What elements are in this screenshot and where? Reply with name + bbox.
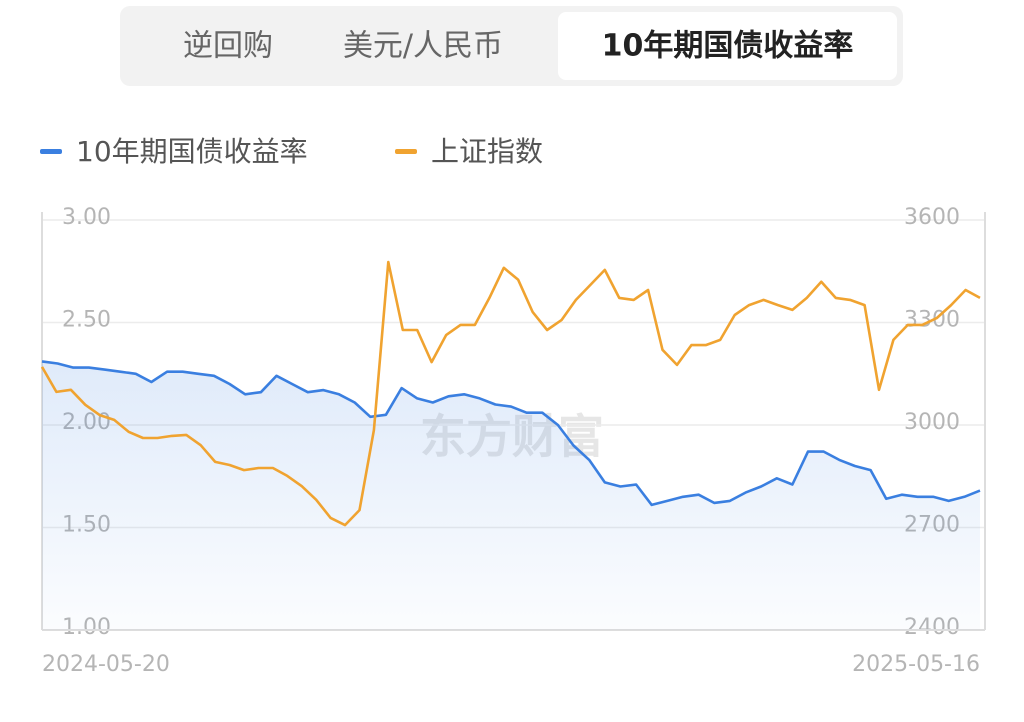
y2-tick-label: 3600	[904, 205, 960, 230]
tab[interactable]: 美元/人民币	[343, 29, 503, 64]
legend-label: 10年期国债收益率	[76, 135, 308, 168]
y-tick-label: 2.50	[62, 308, 111, 333]
tab[interactable]: 逆回购	[183, 29, 273, 64]
y2-tick-label: 3000	[904, 410, 960, 435]
legend-swatch	[395, 149, 417, 154]
tab[interactable]: 10年期国债收益率	[602, 29, 854, 64]
y-tick-label: 3.00	[62, 205, 111, 230]
x-label-start: 2024-05-20	[42, 652, 170, 677]
x-label-end: 2025-05-16	[852, 652, 980, 677]
legend-swatch	[40, 149, 62, 154]
line	[41, 360, 981, 507]
legend-label: 上证指数	[431, 135, 543, 168]
line	[40, 260, 981, 527]
area	[42, 361, 980, 630]
tab-selected-bg	[558, 12, 897, 80]
